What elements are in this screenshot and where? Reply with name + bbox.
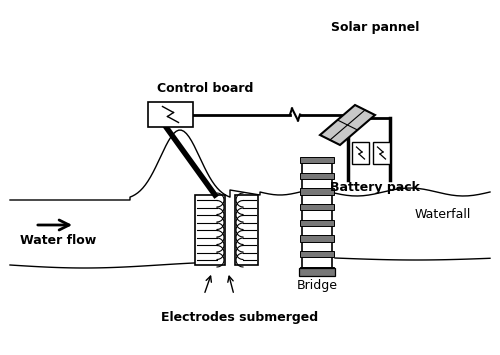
Bar — [148, 102, 193, 127]
Text: Electrodes submerged: Electrodes submerged — [162, 311, 318, 324]
Bar — [300, 204, 334, 210]
Bar — [300, 220, 334, 226]
Bar — [300, 188, 334, 195]
Text: Battery pack: Battery pack — [330, 181, 420, 195]
Bar — [300, 235, 334, 242]
Bar — [235, 195, 258, 265]
Bar — [352, 142, 369, 164]
Bar — [300, 251, 334, 257]
Text: Solar pannel: Solar pannel — [331, 22, 419, 34]
Text: Control board: Control board — [157, 82, 253, 94]
Bar — [300, 157, 334, 163]
Bar — [195, 195, 225, 265]
Bar — [300, 267, 334, 273]
Bar — [300, 173, 334, 179]
Text: Waterfall: Waterfall — [415, 208, 472, 222]
Text: Water flow: Water flow — [20, 234, 96, 246]
Polygon shape — [320, 105, 375, 145]
Bar — [299, 268, 335, 276]
Bar — [373, 142, 390, 164]
Text: Bridge: Bridge — [296, 279, 338, 291]
